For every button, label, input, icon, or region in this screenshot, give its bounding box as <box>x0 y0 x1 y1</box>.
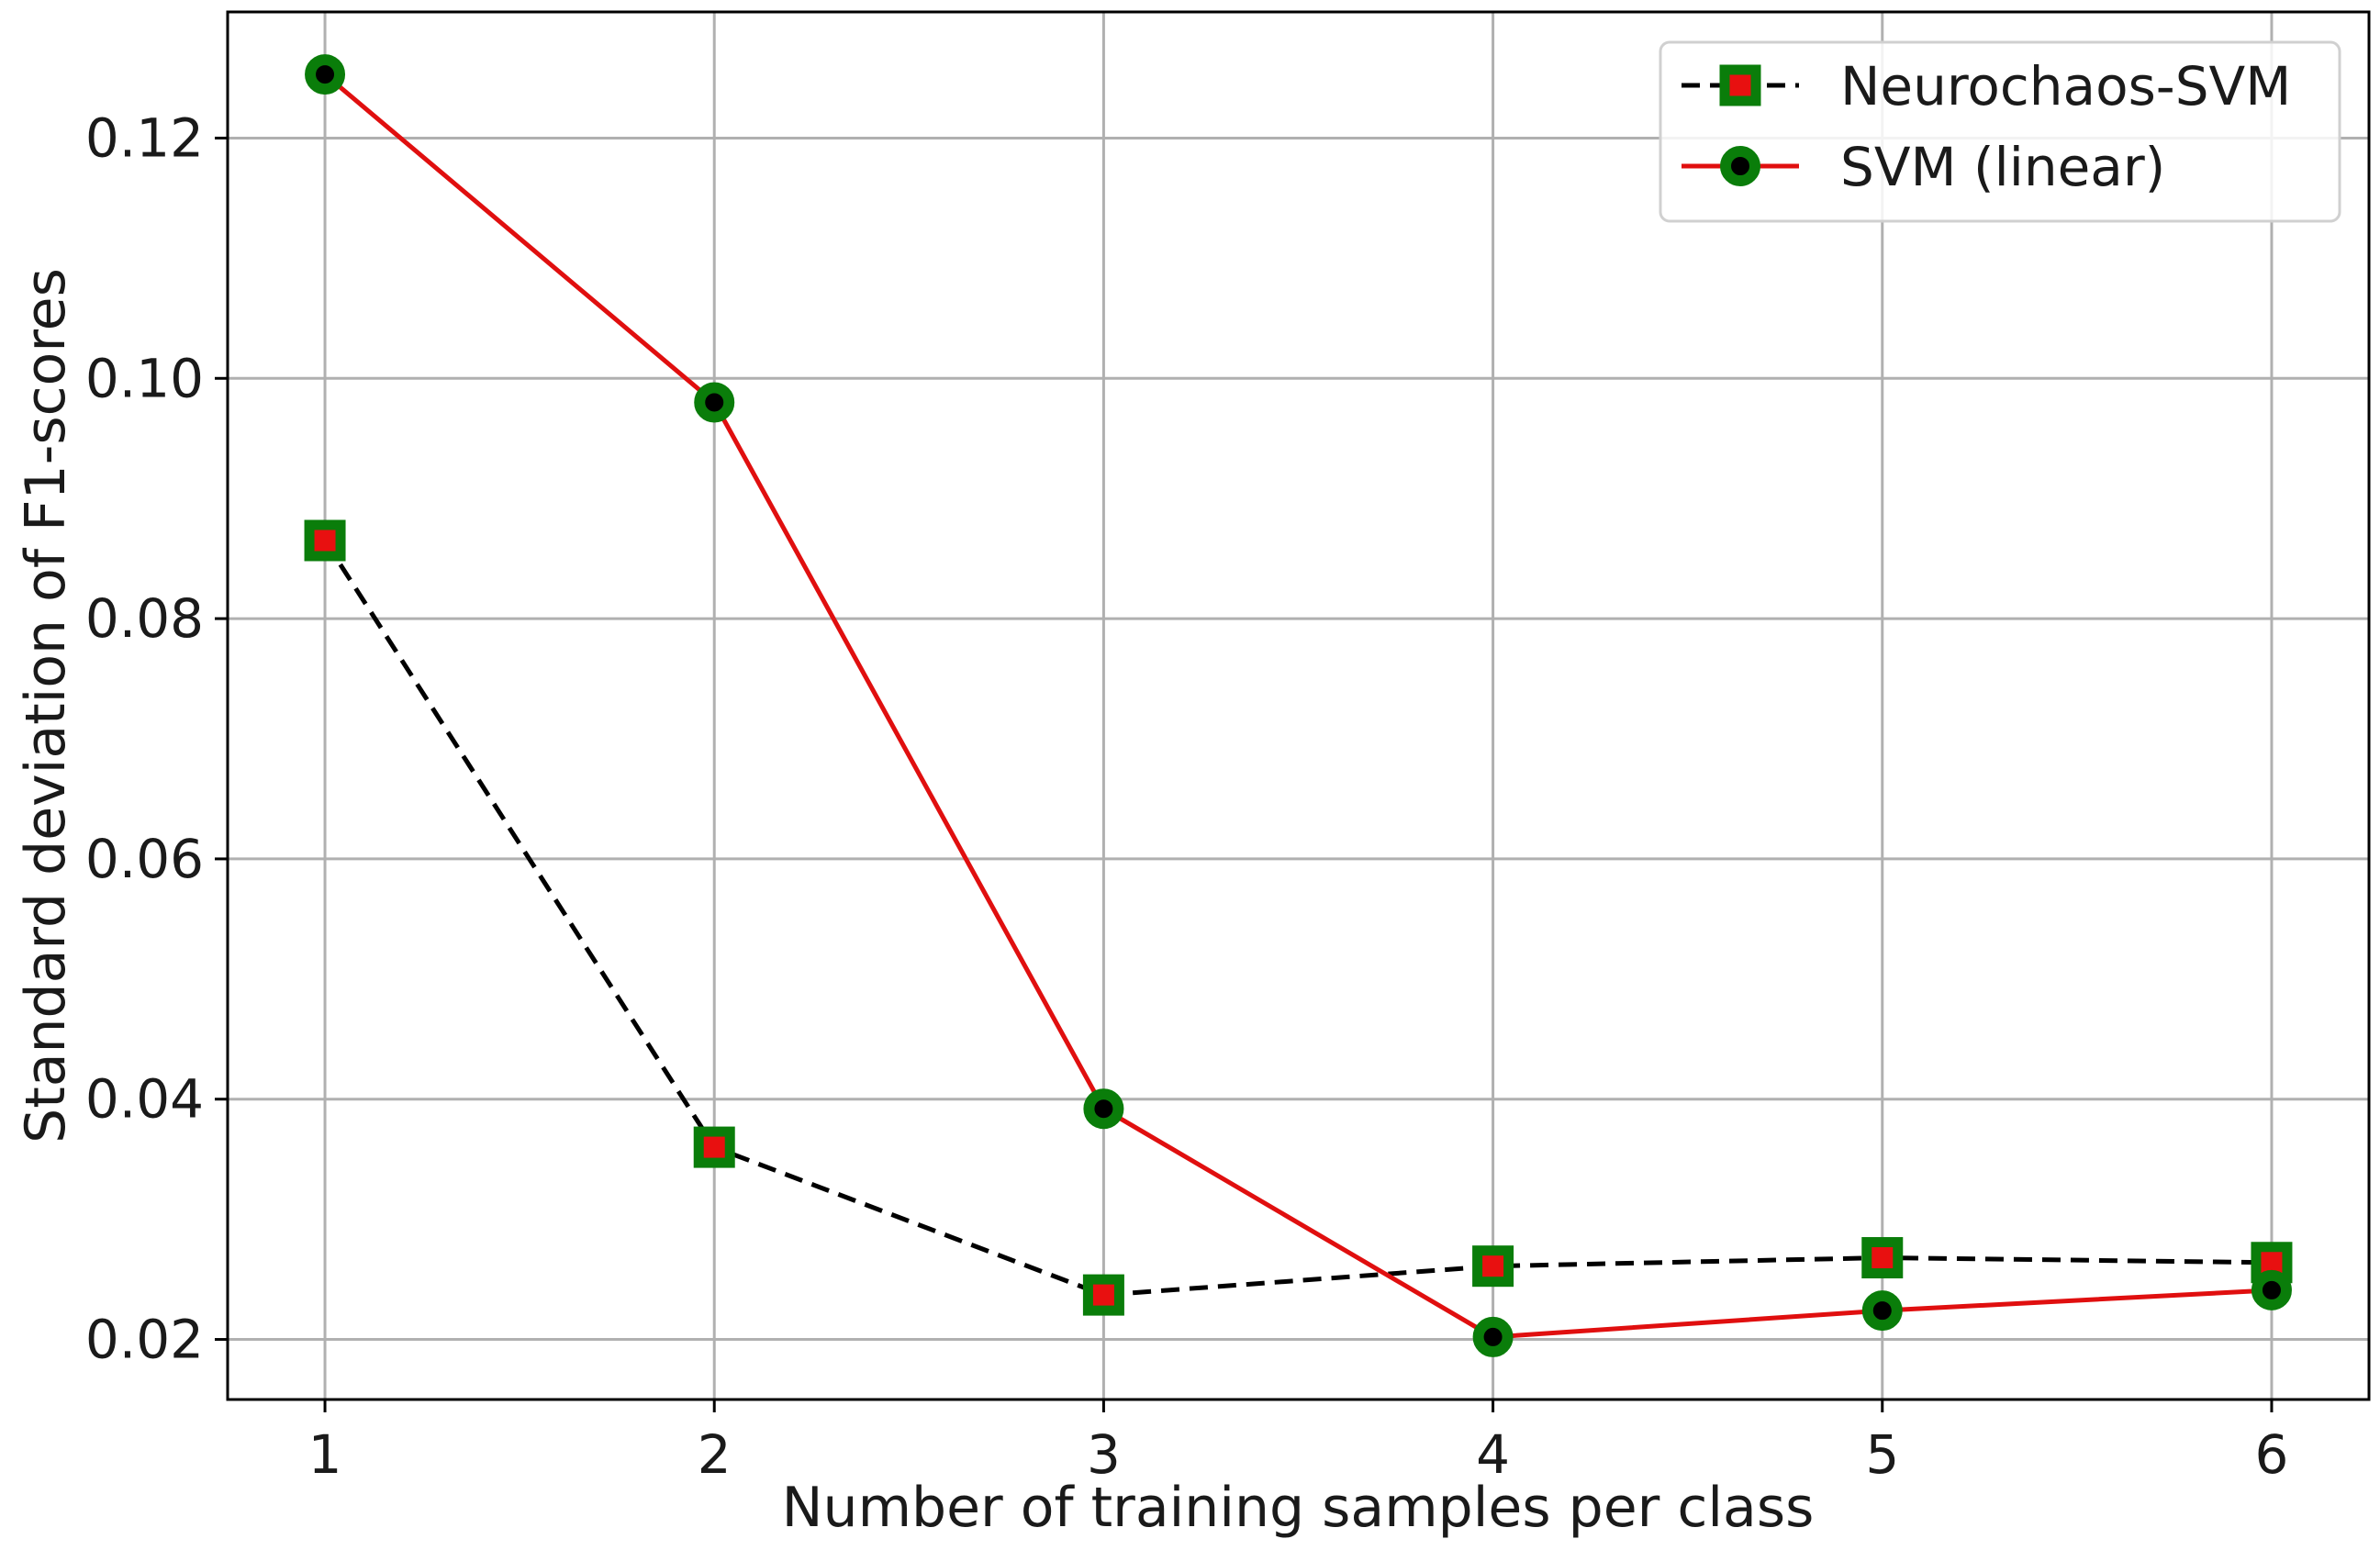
series-line-svm-linear <box>323 72 2273 1340</box>
data-point-neurochaos-svm <box>1082 1274 1124 1316</box>
data-point-svm-linear <box>1861 1290 1903 1332</box>
legend-box <box>1659 40 2341 223</box>
data-point-svm-linear <box>305 54 346 95</box>
data-point-neurochaos-svm <box>1861 1237 1904 1279</box>
plot-series <box>304 54 2293 1357</box>
legend-label-neurochaos-svm: Neurochaos-SVM <box>1840 55 2291 117</box>
y-tick-label: 0.02 <box>85 1309 204 1371</box>
legend-marker-neurochaos-svm <box>1719 64 1761 106</box>
plot-frame <box>226 10 2371 1401</box>
x-tick-label: 1 <box>308 1423 342 1486</box>
y-tick-label: 0.04 <box>85 1068 204 1131</box>
series-line-neurochaos-svm <box>322 539 2272 1298</box>
x-tick-label: 4 <box>1476 1423 1510 1486</box>
data-point-svm-linear <box>1472 1316 1514 1357</box>
y-tick-label: 0.10 <box>85 347 204 409</box>
data-point-svm-linear <box>2251 1269 2292 1310</box>
data-point-neurochaos-svm <box>1472 1245 1514 1288</box>
data-point-neurochaos-svm <box>693 1126 735 1168</box>
x-tick-label: 6 <box>2255 1423 2289 1486</box>
legend-label-svm-linear: SVM (linear) <box>1840 136 2165 198</box>
legend-marker-svm-linear <box>1720 146 1760 186</box>
x-axis-title: Number of training samples per class <box>782 1476 1815 1540</box>
data-point-svm-linear <box>1083 1088 1124 1130</box>
grid <box>228 12 2369 1399</box>
data-point-svm-linear <box>694 382 735 423</box>
legend: Neurochaos-SVM SVM (linear) <box>1659 40 2341 223</box>
y-tick-label: 0.06 <box>85 828 204 890</box>
y-tick-label: 0.08 <box>85 587 204 650</box>
axis-ticks: 1 2 3 4 5 6 0.02 0.04 0.06 0.08 0.10 0.12 <box>85 106 2289 1486</box>
y-axis-title: Standard deviation of F1-scores <box>14 268 78 1143</box>
x-tick-label: 3 <box>1087 1423 1121 1486</box>
legend-swatches <box>1682 64 1799 186</box>
data-point-neurochaos-svm <box>304 519 346 562</box>
y-tick-label: 0.12 <box>85 106 204 169</box>
series-neurochaos-svm <box>304 519 2293 1316</box>
series-svm-linear <box>305 54 2292 1357</box>
x-tick-label: 2 <box>698 1423 732 1486</box>
x-tick-label: 5 <box>1865 1423 1899 1486</box>
